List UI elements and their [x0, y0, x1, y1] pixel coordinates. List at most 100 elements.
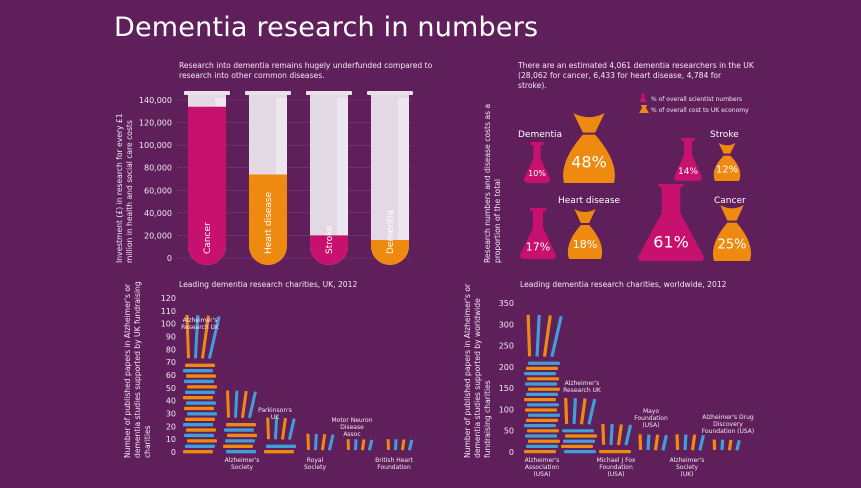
- book: [223, 444, 253, 448]
- book: [184, 433, 214, 438]
- book: [525, 434, 557, 438]
- book: [240, 390, 248, 419]
- book: [524, 372, 556, 376]
- scientist-flask: 10%: [524, 142, 550, 183]
- y-tick-label: 250: [499, 342, 514, 351]
- book: [313, 433, 318, 451]
- category-label: Motor Neuron Disease Assoc: [331, 417, 372, 438]
- book: [599, 450, 631, 454]
- category-label: Parkinson's UK: [258, 407, 292, 421]
- book: [185, 314, 190, 359]
- book: [524, 450, 556, 454]
- bag-top: [573, 113, 605, 133]
- book: [527, 403, 559, 407]
- tube-glass: [371, 94, 409, 265]
- category-label: Alzheimer's Association (USA): [525, 457, 560, 478]
- book: [185, 390, 215, 394]
- book-stack-bar: [675, 434, 705, 451]
- book: [207, 316, 221, 359]
- book: [572, 398, 577, 425]
- tube-category-label: Heart disease: [264, 191, 274, 254]
- book: [183, 450, 213, 454]
- bag-body: [712, 222, 752, 261]
- uk-charities-chart: Leading dementia research charities, UK,…: [123, 280, 414, 471]
- book-stack-bar: [599, 423, 633, 454]
- book-stack-bar: [264, 417, 296, 454]
- group-label: Dementia: [518, 130, 562, 140]
- book-stack-bar: [561, 397, 597, 454]
- y-tick-label: 20,000: [144, 231, 172, 240]
- page-title: Dementia research in numbers: [114, 12, 539, 43]
- y-tick-label: 0: [509, 448, 514, 457]
- book: [561, 444, 593, 449]
- tube-1: Heart disease: [245, 91, 291, 265]
- bag-body: [567, 225, 603, 259]
- y-tick-label: 0: [167, 254, 172, 263]
- book: [609, 424, 614, 445]
- y-tick-label: 80: [166, 345, 176, 354]
- book: [187, 412, 217, 416]
- book: [712, 439, 717, 451]
- flask-shape: [674, 141, 702, 181]
- book: [327, 434, 335, 451]
- category-label: Royal Society: [304, 457, 326, 471]
- book: [386, 439, 390, 450]
- flask-value-label: 17%: [526, 240, 550, 253]
- book: [528, 387, 560, 391]
- y-tick-label: 300: [499, 320, 514, 329]
- book: [266, 417, 270, 440]
- book: [563, 439, 595, 443]
- legend-bag-icon: [639, 105, 649, 113]
- book: [524, 398, 556, 402]
- y-tick-label: 120: [161, 294, 176, 303]
- y-tick-label: 30: [166, 410, 176, 419]
- bag-body: [563, 134, 615, 183]
- book: [400, 439, 406, 451]
- book: [550, 315, 563, 358]
- book: [186, 428, 216, 432]
- book: [264, 450, 294, 454]
- bag-value-label: 25%: [718, 238, 747, 253]
- book: [227, 433, 257, 438]
- cost-bag: 48%: [563, 113, 615, 183]
- book: [690, 434, 697, 451]
- world-chart-ylabel: Number of published papers in Alzheimer'…: [463, 283, 492, 458]
- y-tick-label: 100,000: [139, 141, 172, 150]
- legend-label: % of overall cost to UK economy: [651, 107, 749, 114]
- book: [226, 450, 256, 454]
- book-stack-bar: [386, 439, 414, 451]
- tube-0: Cancer: [184, 91, 230, 265]
- y-tick-label: 60: [166, 371, 176, 380]
- flask-shape: [524, 145, 550, 183]
- book: [525, 382, 557, 386]
- book: [661, 434, 668, 451]
- category-label: Mayo Foundation (USA): [634, 408, 668, 429]
- y-tick-label: 10: [166, 435, 176, 444]
- book: [233, 390, 239, 418]
- book: [226, 390, 230, 418]
- book-stack-bar: [306, 433, 335, 451]
- legend-label: % of overall scientist numbers: [651, 96, 742, 103]
- book: [675, 434, 680, 450]
- bag-value-label: 12%: [716, 165, 738, 176]
- flask-chart-ylabel: Research numbers and disease costs as ap…: [483, 104, 502, 263]
- y-tick-label: 110: [161, 307, 176, 316]
- legend-flask-icon: [639, 94, 647, 102]
- book: [186, 401, 216, 405]
- y-tick-label: 50: [504, 427, 514, 436]
- book: [624, 424, 633, 446]
- book-stack-bar: [183, 314, 221, 454]
- book: [360, 439, 366, 451]
- flask-chart-subtitle: There are an estimated 4,061 dementia re…: [517, 61, 755, 90]
- y-tick-label: 120,000: [139, 119, 172, 128]
- book: [226, 423, 256, 427]
- book: [186, 374, 216, 378]
- cost-bag: 12%: [713, 143, 741, 181]
- group-label: Stroke: [710, 130, 739, 140]
- flask-value-label: 10%: [528, 169, 546, 178]
- tube-chart: Research into dementia remains hugely un…: [115, 61, 433, 265]
- scientist-flask: 17%: [520, 208, 556, 259]
- flask-shape: [520, 211, 556, 259]
- book: [579, 398, 587, 425]
- bag-top: [574, 209, 596, 223]
